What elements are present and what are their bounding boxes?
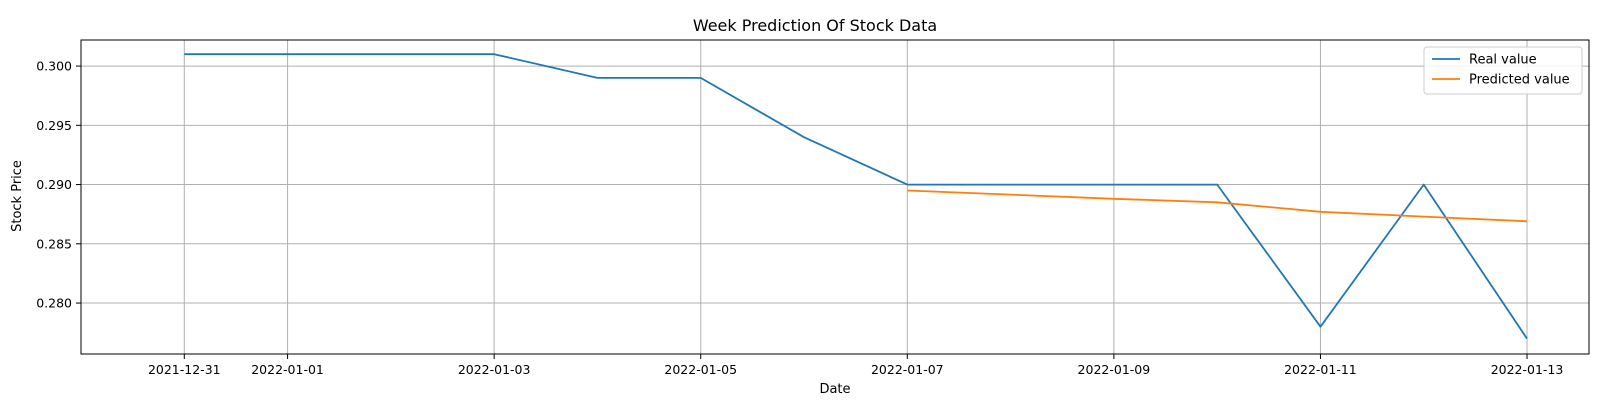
x-tick-label: 2022-01-13: [1491, 362, 1564, 377]
series-line-1: [907, 189, 1528, 223]
legend: Real value Predicted value: [1423, 46, 1583, 95]
x-tick-label: 2022-01-01: [251, 362, 324, 377]
legend-label: Real value: [1469, 53, 1537, 68]
x-tick-label: 2022-01-07: [871, 362, 944, 377]
x-tick-label: 2022-01-05: [664, 362, 737, 377]
y-axis: 0.280 0.285 0.290 0.295 0.300: [36, 59, 81, 311]
series-line-0: [184, 53, 1528, 340]
grid-lines: [81, 40, 1589, 354]
y-tick-label: 0.300: [36, 59, 72, 74]
plot-frame: [80, 39, 1590, 355]
legend-label: Predicted value: [1469, 73, 1570, 88]
y-tick-label: 0.280: [36, 296, 72, 311]
y-tick-label: 0.285: [36, 236, 72, 251]
x-tick-label: 2022-01-09: [1078, 362, 1151, 377]
legend-box: [1423, 46, 1583, 95]
x-tick-label: 2022-01-03: [458, 362, 531, 377]
y-axis-label: Stock Price: [10, 160, 25, 232]
y-tick-label: 0.290: [36, 177, 72, 192]
x-axis: 2021-12-31 2022-01-01 2022-01-03 2022-01-05…: [148, 354, 1563, 377]
y-tick-label: 0.295: [36, 118, 72, 133]
x-tick-label: 2021-12-31: [148, 362, 221, 377]
x-axis-label: Date: [819, 382, 850, 397]
chart-title: Week Prediction Of Stock Data: [693, 16, 937, 35]
series-lines: [184, 53, 1528, 340]
x-tick-label: 2022-01-11: [1284, 362, 1357, 377]
